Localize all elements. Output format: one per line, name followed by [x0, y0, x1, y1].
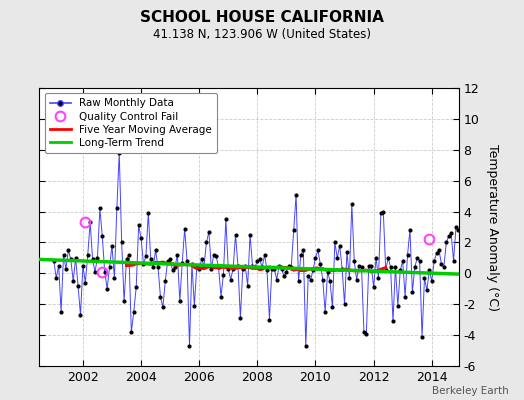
- Text: Berkeley Earth: Berkeley Earth: [432, 386, 508, 396]
- Y-axis label: Temperature Anomaly (°C): Temperature Anomaly (°C): [486, 144, 499, 310]
- Legend: Raw Monthly Data, Quality Control Fail, Five Year Moving Average, Long-Term Tren: Raw Monthly Data, Quality Control Fail, …: [45, 93, 217, 153]
- Text: SCHOOL HOUSE CALIFORNIA: SCHOOL HOUSE CALIFORNIA: [140, 10, 384, 25]
- Text: 41.138 N, 123.906 W (United States): 41.138 N, 123.906 W (United States): [153, 28, 371, 41]
